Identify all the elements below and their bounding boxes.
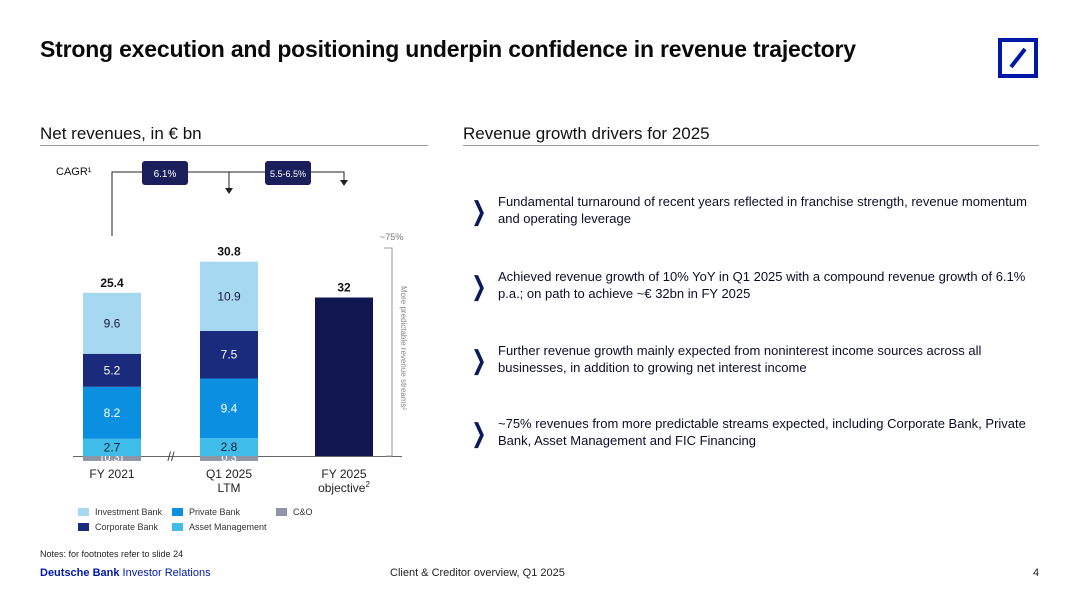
legend-swatch — [78, 523, 89, 531]
bar-segment-asset_management — [200, 438, 258, 456]
legend-label: Asset Management — [189, 522, 267, 532]
data-label-asset_management: 2.8 — [221, 440, 238, 454]
drivers-section-rule — [463, 145, 1039, 146]
footnote-marker: 2 — [365, 480, 370, 489]
data-label-corporate_bank: 5.2 — [104, 363, 121, 377]
legend-label: Private Bank — [189, 507, 241, 517]
bar-segment-corporate_bank — [200, 330, 258, 379]
category-label: FY 2021 — [89, 467, 134, 481]
legend-swatch — [172, 508, 183, 516]
page-title: Strong execution and positioning underpi… — [40, 36, 856, 62]
footer-center: Client & Creditor overview, Q1 2025 — [390, 567, 565, 579]
bar-segment-investment_bank — [83, 292, 141, 354]
chevron-right-icon: ❯ — [471, 196, 487, 226]
page-number: 4 — [1033, 567, 1040, 579]
cagr-arrow — [340, 180, 348, 186]
predictable-bracket — [384, 247, 393, 457]
driver-text: Achieved revenue growth of 10% YoY in Q1… — [498, 269, 1026, 301]
legend-item-corporate-bank: Corporate Bank — [78, 522, 158, 532]
brand-rest: Investor Relations — [119, 567, 211, 579]
deutsche-bank-logo — [998, 38, 1038, 78]
bar-segment-private_bank — [200, 378, 258, 439]
bar-segment-co — [200, 455, 258, 461]
chevron-right-icon: ❯ — [471, 271, 487, 301]
category-label: Q1 2025 — [206, 467, 252, 481]
legend-item-investment-bank: Investment Bank — [78, 507, 162, 517]
cagr-badge-text: 5.5-6.5% — [270, 169, 306, 179]
axis-break: // — [167, 449, 175, 464]
category-label: LTM — [217, 481, 240, 495]
legend-label: C&O — [293, 507, 313, 517]
bar-segment-corporate_bank — [83, 353, 141, 387]
legend-swatch — [172, 523, 183, 531]
bar-segment-private_bank — [83, 386, 141, 439]
bar-total-label: 25.4 — [100, 276, 124, 290]
chevron-right-icon: ❯ — [471, 418, 487, 448]
chart-section-rule — [40, 145, 428, 146]
cagr-arrow — [225, 188, 233, 194]
data-label-investment_bank: 10.9 — [217, 289, 241, 303]
predictable-label: More predictable revenue streams² — [399, 286, 408, 410]
cagr-badge-text: 6.1% — [154, 169, 177, 180]
chevron-right-icon: ❯ — [471, 345, 487, 375]
cagr-label: CAGR¹ — [56, 166, 92, 178]
bar-segment-asset_management — [83, 438, 141, 456]
driver-text: Further revenue growth mainly expected f… — [498, 343, 982, 375]
legend-swatch — [78, 508, 89, 516]
driver-text: ~75% revenues from more predictable stre… — [498, 416, 1026, 448]
chart-section-title: Net revenues, in € bn — [40, 124, 202, 143]
cagr-badge — [265, 161, 311, 185]
drivers-section-title: Revenue growth drivers for 2025 — [463, 124, 710, 143]
legend-item-private-bank: Private Bank — [172, 507, 240, 517]
bar-segment-investment_bank — [200, 261, 258, 331]
cagr-badge — [142, 161, 188, 185]
category-label: objective2 — [318, 480, 370, 495]
driver-text: Fundamental turnaround of recent years r… — [498, 194, 1027, 226]
legend-label: Investment Bank — [95, 507, 163, 517]
legend-item-co: C&O — [276, 507, 313, 517]
bar-segment-co — [83, 455, 141, 461]
legend-item-asset-management: Asset Management — [172, 522, 267, 532]
data-label-private_bank: 9.4 — [221, 401, 238, 415]
legend-swatch — [276, 508, 287, 516]
data-label-asset_management: 2.7 — [104, 440, 121, 454]
legend-label: Corporate Bank — [95, 522, 159, 532]
footer-brand: Deutsche Bank Investor Relations — [40, 567, 211, 579]
predictable-share: ~75% — [380, 232, 403, 242]
data-label-corporate_bank: 7.5 — [221, 348, 238, 362]
bar-objective — [315, 297, 373, 456]
bar-total-label: 30.8 — [217, 245, 241, 259]
data-label-private_bank: 8.2 — [104, 406, 121, 420]
brand-bold: Deutsche Bank — [40, 567, 120, 579]
bar-total-label: 32 — [337, 281, 351, 295]
category-label: FY 2025 — [321, 467, 366, 481]
net-revenues-chart: //(0.3)2.78.25.29.625.4FY 20210.32.89.47… — [56, 161, 408, 495]
data-label-investment_bank: 9.6 — [104, 316, 121, 330]
footnote: Notes: for footnotes refer to slide 24 — [40, 549, 184, 559]
